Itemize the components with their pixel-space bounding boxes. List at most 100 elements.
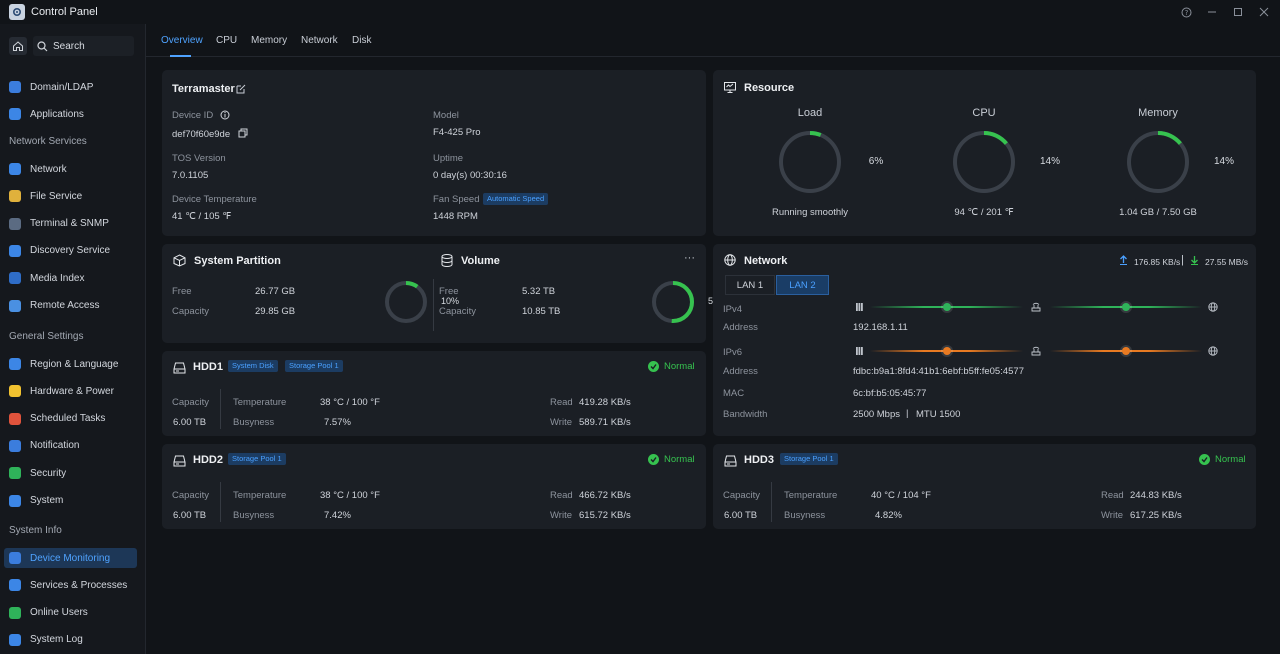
search-input[interactable]: Search <box>33 36 134 56</box>
disk-temp: 38 °C / 100 °F <box>320 397 380 408</box>
close-icon[interactable] <box>1256 4 1272 20</box>
sidebar-item-media-index[interactable]: Media Index <box>9 268 137 288</box>
general-header-heading: General Settings <box>9 331 84 342</box>
users-icon <box>9 606 21 619</box>
lan2-tab[interactable]: LAN 2 <box>776 275 829 295</box>
remote-access-icon <box>9 299 21 312</box>
disk-cap-label: Capacity <box>723 490 760 501</box>
upload-speed: 176.85 KB/s <box>1134 257 1181 267</box>
resource-memory-fill <box>1127 131 1189 193</box>
info-icon[interactable] <box>220 110 230 120</box>
sidebar-item-terminal-snmp[interactable]: Terminal & SNMP <box>9 214 137 234</box>
ipv6-router-icon <box>1031 346 1041 356</box>
device-monitoring-icon <box>9 552 21 564</box>
sidebar-item-label: Terminal & SNMP <box>30 218 109 230</box>
resource-gauge-caption: 94 ℃ / 201 ℉ <box>954 207 1014 218</box>
sidebar-item-security[interactable]: Security <box>9 463 137 483</box>
sysinfo-header-heading: System Info <box>9 525 62 536</box>
network-title: Network <box>744 255 788 267</box>
mac-value: 6c:bf:b5:05:45:77 <box>853 388 927 399</box>
hard-drive-icon <box>173 362 186 374</box>
tab-network[interactable]: Network <box>301 35 338 46</box>
resource-gauge-label: Load <box>797 107 823 119</box>
partition-usage-text: 10% <box>440 296 459 306</box>
disk-busy-label: Busyness <box>233 510 275 521</box>
sidebar-item-system-log[interactable]: System Log <box>9 630 137 650</box>
sidebar-item-label: System <box>30 495 64 506</box>
disk-cap-label: Capacity <box>172 397 209 408</box>
system-icon <box>9 494 21 507</box>
resource-gauge-value: 14% <box>1039 156 1060 167</box>
disk-temp-label: Temperature <box>233 397 287 408</box>
sidebar-item-online-users[interactable]: Online Users <box>9 603 137 623</box>
download-icon <box>1191 256 1198 265</box>
sidebar-item-services-processes[interactable]: Services & Processes <box>9 575 137 595</box>
fan-speed-value: 1448 RPM <box>433 211 478 222</box>
sidebar-item-discovery-service[interactable]: Discovery Service <box>9 241 137 261</box>
hard-drive-icon <box>724 455 737 467</box>
edit-icon[interactable] <box>236 84 246 94</box>
resource-load-track <box>779 131 841 193</box>
disk-status: Normal <box>1199 454 1246 465</box>
tab-memory[interactable]: Memory <box>251 35 288 46</box>
home-icon <box>13 41 23 51</box>
mac-label: MAC <box>723 388 745 399</box>
volume-more-button[interactable]: ··· <box>684 252 695 264</box>
sidebar-item-region-language[interactable]: Region & Language <box>9 354 137 374</box>
sidebar-item-applications[interactable]: Applications <box>9 104 137 124</box>
help-icon[interactable]: ? <box>1178 4 1194 20</box>
sidebar-item-domain-ldap[interactable]: Domain/LDAP <box>9 77 137 97</box>
resource-gauge-caption: Running smoothly <box>771 207 849 218</box>
sidebar-item-label: Security <box>30 467 67 479</box>
sidebar-item-remote-access[interactable]: Remote Access <box>9 296 137 316</box>
upload-icon <box>1120 255 1127 265</box>
bandwidth-separator: | <box>906 408 909 419</box>
disk-cap: 6.00 TB <box>173 417 207 428</box>
tab-cpu[interactable]: CPU <box>216 35 238 46</box>
download-speed: 27.55 MB/s <box>1205 257 1248 267</box>
tos-label: TOS Version <box>172 153 226 164</box>
divider <box>220 389 221 429</box>
sidebar-item-system[interactable]: System <box>9 491 137 511</box>
disk-write: 617.25 KB/s <box>1130 510 1182 521</box>
sidebar-item-network[interactable]: Network <box>9 159 137 179</box>
ipv6-internet-icon <box>1208 346 1218 356</box>
sidebar-item-notification[interactable]: Notification <box>9 436 137 456</box>
lan1-tab[interactable]: LAN 1 <box>725 275 775 295</box>
network-header-heading: Network Services <box>9 136 87 147</box>
tab-overview[interactable]: Overview <box>161 35 203 46</box>
partition-free-label: Free <box>172 286 192 297</box>
copy-icon[interactable] <box>238 128 248 138</box>
volume-usage-gauge: 51% <box>651 280 726 324</box>
disk-name: HDD3 <box>744 454 774 466</box>
disk-read-label: Read <box>550 397 573 408</box>
globe-icon <box>724 254 736 266</box>
disk-read-label: Read <box>550 490 573 501</box>
media-index-icon <box>9 272 21 285</box>
maximize-icon[interactable] <box>1230 4 1246 20</box>
sidebar-item-label: Network <box>30 163 67 175</box>
disk-write: 589.71 KB/s <box>579 417 631 428</box>
sidebar-item-scheduled-tasks[interactable]: Scheduled Tasks <box>9 409 137 429</box>
partition-capacity-label: Capacity <box>172 306 209 317</box>
resource-gauge-caption: 1.04 GB / 7.50 GB <box>1119 207 1197 218</box>
disk-temp-label: Temperature <box>784 490 838 501</box>
sidebar-item-device-monitoring[interactable]: Device Monitoring <box>4 548 137 568</box>
sidebar-item-label: Device Monitoring <box>30 552 111 564</box>
resource-gauge-value: 14% <box>1213 156 1234 167</box>
tab-disk[interactable]: Disk <box>352 35 372 46</box>
check-circle-icon <box>648 361 659 372</box>
sidebar-item-file-service[interactable]: File Service <box>9 186 137 206</box>
bulb-icon <box>9 385 21 398</box>
disk-busy-label: Busyness <box>233 417 275 428</box>
ipv6-link-node <box>1122 347 1130 355</box>
resource-title: Resource <box>744 82 795 94</box>
ipv4-link-node <box>942 303 951 311</box>
temperature-label: Device Temperature <box>172 194 257 205</box>
sidebar-item-hardware-power[interactable]: Hardware & Power <box>9 381 137 401</box>
home-button[interactable] <box>9 37 27 55</box>
resource-memory-gauge: 14% <box>1125 129 1234 195</box>
disk-write-label: Write <box>550 417 572 428</box>
minimize-icon[interactable] <box>1204 4 1220 20</box>
